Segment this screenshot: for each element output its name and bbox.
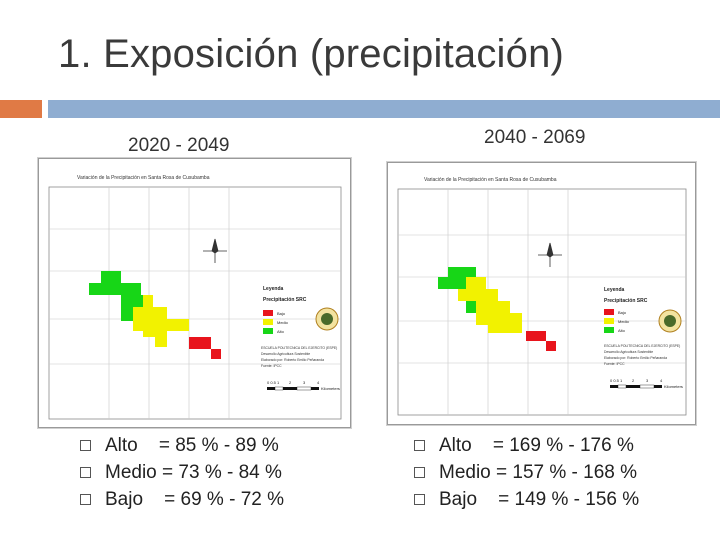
svg-text:Alto: Alto (618, 328, 626, 333)
svg-text:Bajo: Bajo (618, 310, 627, 315)
svg-text:Medio: Medio (618, 319, 630, 324)
legend-list-2040: Alto = 169 % - 176 % Medio = 157 % - 168… (414, 432, 639, 513)
checkbox-bullet-icon (414, 467, 425, 478)
map-2040-figure: Variación de la Precipitación en Santa R… (397, 177, 687, 416)
accent-bar-orange (0, 100, 42, 118)
svg-text:3: 3 (303, 380, 306, 385)
list-item: Bajo = 149 % - 156 % (414, 486, 639, 513)
period-label-2040: 2040 - 2069 (484, 127, 586, 148)
list-item: Alto = 169 % - 176 % (414, 432, 639, 459)
list-item: Medio = 73 % - 84 % (80, 459, 284, 486)
checkbox-bullet-icon (80, 440, 91, 451)
svg-text:Elaborado por: Roberto Emilio: Elaborado por: Roberto Emilio Peñaranda (261, 358, 324, 362)
accent-bar-blue (48, 100, 720, 118)
svg-text:ESCUELA POLITECNICA DEL EJERCI: ESCUELA POLITECNICA DEL EJERCITO (ESPE) (261, 346, 337, 350)
svg-text:4: 4 (660, 378, 663, 383)
svg-text:ESCUELA POLITECNICA DEL EJERCI: ESCUELA POLITECNICA DEL EJERCITO (ESPE) (604, 344, 680, 348)
checkbox-bullet-icon (414, 440, 425, 451)
map-2020-figure: Variación de la Precipitación en Santa R… (48, 175, 342, 420)
map-2020: Variación de la Precipitación en Santa R… (38, 158, 351, 428)
svg-text:Fuente: IPCC: Fuente: IPCC (604, 362, 625, 366)
svg-text:Fuente: IPCC: Fuente: IPCC (261, 364, 282, 368)
svg-text:2: 2 (632, 378, 635, 383)
svg-text:Kilometers: Kilometers (664, 384, 683, 389)
list-item-label: Alto = 169 % - 176 % (439, 434, 634, 456)
period-label-2020: 2020 - 2049 (128, 135, 230, 156)
checkbox-bullet-icon (80, 467, 91, 478)
svg-text:Leyenda: Leyenda (604, 287, 625, 293)
svg-text:Leyenda: Leyenda (263, 286, 284, 292)
list-item-label: Medio = 73 % - 84 % (105, 461, 282, 483)
svg-text:Precipitación SRC: Precipitación SRC (604, 298, 648, 304)
svg-text:Elaborado por: Roberto Emilio: Elaborado por: Roberto Emilio Peñaranda (604, 356, 667, 360)
list-item-label: Bajo = 149 % - 156 % (439, 488, 640, 510)
checkbox-bullet-icon (414, 494, 425, 505)
svg-text:Kilometers: Kilometers (321, 386, 340, 391)
svg-text:Bajo: Bajo (277, 311, 286, 316)
checkbox-bullet-icon (80, 494, 91, 505)
map-2020-title: Variación de la Precipitación en Santa R… (77, 175, 210, 181)
list-item-label: Medio = 157 % - 168 % (439, 461, 638, 483)
map-2040: Variación de la Precipitación en Santa R… (387, 162, 696, 425)
list-item: Alto = 85 % - 89 % (80, 432, 284, 459)
svg-text:Medio: Medio (277, 320, 289, 325)
svg-text:3: 3 (646, 378, 649, 383)
svg-text:Desarrollo Agricultura Sosteni: Desarrollo Agricultura Sostenible (604, 350, 653, 354)
map-2040-title: Variación de la Precipitación en Santa R… (424, 177, 557, 183)
list-item-label: Bajo = 69 % - 72 % (105, 488, 285, 510)
svg-text:2: 2 (289, 380, 292, 385)
svg-text:Alto: Alto (277, 329, 285, 334)
list-item-label: Alto = 85 % - 89 % (105, 434, 279, 456)
slide-title: 1. Exposición (precipitación) (58, 32, 565, 76)
list-item: Medio = 157 % - 168 % (414, 459, 639, 486)
svg-text:4: 4 (317, 380, 320, 385)
legend-list-2020: Alto = 85 % - 89 % Medio = 73 % - 84 % B… (80, 432, 284, 513)
svg-text:0 0.5 1: 0 0.5 1 (610, 378, 623, 383)
svg-text:Precipitación SRC: Precipitación SRC (263, 297, 307, 303)
svg-text:Desarrollo Agricultura Sosteni: Desarrollo Agricultura Sostenible (261, 352, 310, 356)
svg-text:0 0.5 1: 0 0.5 1 (267, 380, 280, 385)
list-item: Bajo = 69 % - 72 % (80, 486, 284, 513)
